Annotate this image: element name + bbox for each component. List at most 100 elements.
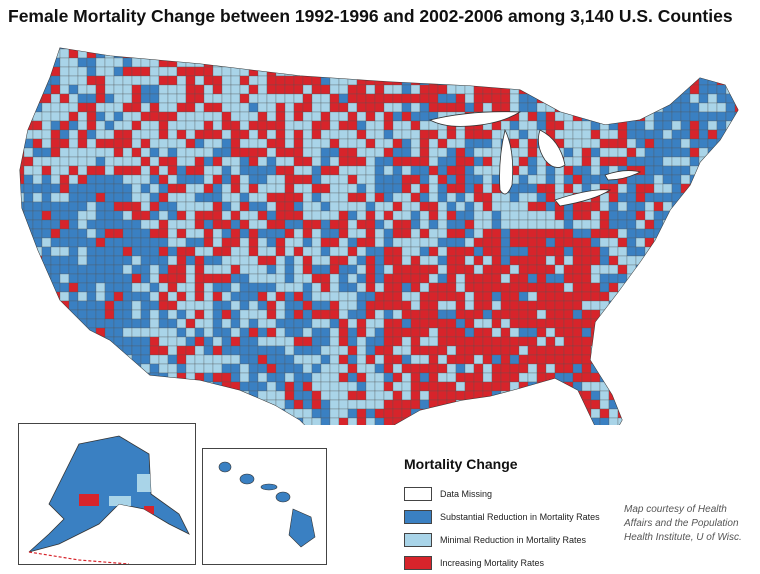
county-cell xyxy=(41,111,52,122)
county-cell xyxy=(527,192,538,203)
county-cell xyxy=(401,48,412,59)
county-cell xyxy=(176,381,187,392)
county-cell xyxy=(158,345,169,356)
county-cell xyxy=(509,273,520,284)
county-cell xyxy=(455,102,466,113)
county-cell xyxy=(410,300,421,311)
county-cell xyxy=(680,183,691,194)
county-cell xyxy=(23,183,34,194)
county-cell xyxy=(149,129,160,140)
county-cell xyxy=(86,183,97,194)
county-cell xyxy=(725,102,736,113)
county-cell xyxy=(257,237,268,248)
county-cell xyxy=(275,300,286,311)
county-cell xyxy=(653,174,664,185)
county-cell xyxy=(653,399,664,410)
county-cell xyxy=(734,408,738,419)
county-cell xyxy=(275,66,286,77)
county-cell xyxy=(617,192,628,203)
county-cell xyxy=(392,399,403,410)
county-cell xyxy=(473,93,484,104)
county-cell xyxy=(68,156,79,167)
county-cell xyxy=(698,228,709,239)
county-cell xyxy=(617,201,628,212)
county-cell xyxy=(437,201,448,212)
county-cell xyxy=(275,183,286,194)
county-cell xyxy=(725,183,736,194)
county-cell xyxy=(338,282,349,293)
county-cell xyxy=(302,417,313,425)
county-cell xyxy=(383,120,394,131)
county-cell xyxy=(491,228,502,239)
county-cell xyxy=(383,327,394,338)
county-cell xyxy=(104,111,115,122)
county-cell xyxy=(230,48,241,59)
county-cell xyxy=(626,372,637,383)
county-cell xyxy=(20,399,25,410)
county-cell xyxy=(410,417,421,425)
county-cell xyxy=(383,246,394,257)
county-cell xyxy=(599,327,610,338)
county-cell xyxy=(194,210,205,221)
county-cell xyxy=(104,201,115,212)
county-cell xyxy=(158,264,169,275)
county-cell xyxy=(383,417,394,425)
county-cell xyxy=(95,309,106,320)
county-cell xyxy=(266,102,277,113)
county-cell xyxy=(212,147,223,158)
county-cell xyxy=(248,84,259,95)
county-cell xyxy=(149,75,160,86)
county-cell xyxy=(428,300,439,311)
county-cell xyxy=(428,210,439,221)
county-cell xyxy=(725,327,736,338)
county-cell xyxy=(482,273,493,284)
county-cell xyxy=(221,318,232,329)
county-cell xyxy=(572,336,583,347)
county-cell xyxy=(744,229,753,238)
county-cell xyxy=(284,318,295,329)
county-cell xyxy=(734,381,738,392)
county-cell xyxy=(104,192,115,203)
county-cell xyxy=(374,183,385,194)
county-cell xyxy=(113,66,124,77)
county-cell xyxy=(149,183,160,194)
county-cell xyxy=(671,174,682,185)
county-cell xyxy=(68,111,79,122)
county-cell xyxy=(446,66,457,77)
county-cell xyxy=(716,210,727,221)
county-cell xyxy=(644,408,655,419)
county-cell xyxy=(635,48,646,50)
county-cell xyxy=(347,417,358,425)
county-cell xyxy=(50,237,61,248)
county-cell xyxy=(626,408,637,419)
county-cell xyxy=(383,381,394,392)
county-cell xyxy=(455,201,466,212)
county-cell xyxy=(185,111,196,122)
legend-item-missing: Data Missing xyxy=(404,482,630,505)
county-cell xyxy=(671,48,682,50)
county-cell xyxy=(248,327,259,338)
kauai-island xyxy=(218,461,232,473)
county-cell xyxy=(203,102,214,113)
county-cell xyxy=(716,219,727,230)
county-cell xyxy=(176,372,187,383)
county-cell xyxy=(293,111,304,122)
county-cell xyxy=(284,48,295,50)
county-cell xyxy=(734,183,738,194)
county-cell xyxy=(95,255,106,266)
county-cell xyxy=(536,210,547,221)
county-cell xyxy=(644,138,655,149)
county-cell xyxy=(68,282,79,293)
county-cell xyxy=(329,399,340,410)
county-cell xyxy=(302,381,313,392)
county-cell xyxy=(581,309,592,320)
county-cell xyxy=(392,345,403,356)
county-cell xyxy=(68,372,79,383)
county-cell xyxy=(419,309,430,320)
county-cell xyxy=(59,372,70,383)
county-cell xyxy=(230,246,241,257)
county-cell xyxy=(698,399,709,410)
county-cell xyxy=(707,66,718,77)
county-cell xyxy=(707,309,718,320)
county-cell xyxy=(158,129,169,140)
